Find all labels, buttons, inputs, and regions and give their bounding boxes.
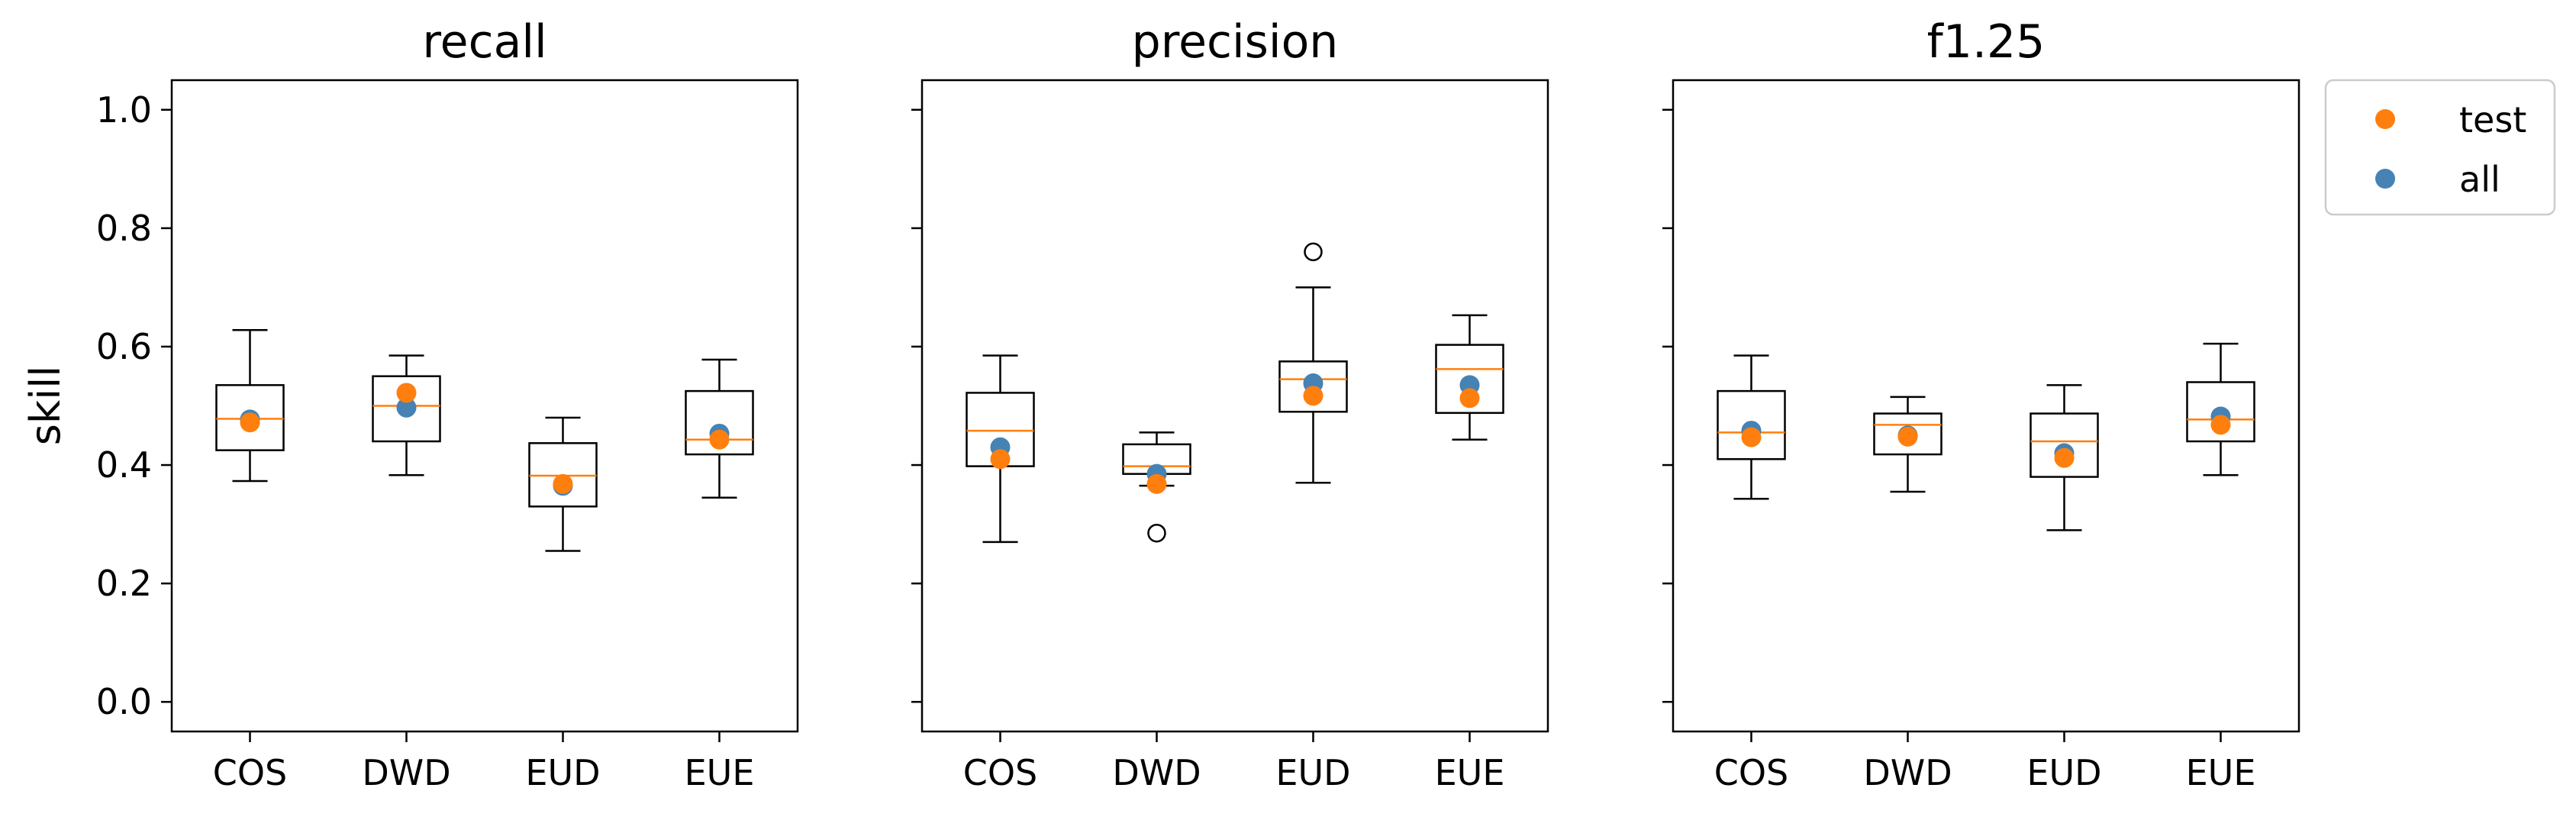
box-COS	[1717, 354, 1786, 500]
iqr-box	[2030, 412, 2099, 478]
x-tick-label: DWD	[362, 752, 450, 793]
box-EUE	[1435, 314, 1504, 441]
test-point	[2210, 415, 2231, 435]
y-tick-label: 1.0	[96, 89, 152, 131]
iqr-box	[685, 389, 754, 456]
panel-title: precision	[1132, 15, 1339, 69]
box-COS	[966, 354, 1035, 544]
x-tick-label: DWD	[1112, 752, 1201, 793]
y-tick-label: 0.8	[96, 208, 152, 249]
x-tick-label: EUD	[2026, 752, 2101, 793]
panel-title: f1.25	[1927, 15, 2046, 69]
all-point	[396, 397, 417, 418]
outlier-point	[1147, 523, 1166, 543]
iqr-box	[1717, 389, 1786, 460]
test-point	[1459, 388, 1480, 408]
y-axis-label: skill	[21, 366, 69, 445]
box-DWD	[1122, 431, 1191, 543]
legend-label: all	[2459, 159, 2500, 200]
panel-2: f1.25 COS DWD EUD EUE	[1662, 15, 2300, 793]
test-point	[1897, 426, 1918, 447]
x-tick-label: COS	[213, 752, 288, 793]
iqr-box	[1435, 344, 1504, 415]
test-point	[1741, 427, 1762, 447]
box-EUD	[1278, 242, 1348, 484]
x-tick-label: EUD	[525, 752, 600, 793]
legend-marker	[2375, 109, 2395, 129]
box-EUD	[2030, 384, 2099, 531]
legend-entry-all: all	[2375, 159, 2500, 200]
test-point	[990, 449, 1011, 470]
test-point	[240, 412, 260, 433]
legend-marker	[2375, 169, 2395, 189]
x-tick-label: COS	[963, 752, 1038, 793]
y-tick-label: 0.6	[96, 326, 152, 367]
iqr-box	[2186, 381, 2255, 443]
legend-entry-test: test	[2375, 99, 2526, 140]
y-tick-label: 0.2	[96, 563, 152, 604]
test-point	[396, 383, 417, 403]
iqr-box	[1278, 360, 1348, 413]
test-point	[1146, 473, 1167, 494]
test-point	[2054, 447, 2075, 468]
panel-title: recall	[422, 15, 546, 69]
x-tick-label: DWD	[1863, 752, 1952, 793]
test-point	[1303, 386, 1323, 406]
iqr-box	[215, 384, 285, 451]
box-DWD	[1873, 396, 1942, 493]
iqr-box	[1873, 412, 1942, 456]
box-DWD	[372, 354, 441, 476]
test-point	[553, 473, 573, 494]
axes-frame	[1672, 79, 2300, 733]
box-EUE	[685, 358, 754, 499]
x-tick-label: EUD	[1275, 752, 1350, 793]
outlier-point	[1304, 242, 1323, 262]
x-tick-label: COS	[1714, 752, 1789, 793]
x-tick-label: EUE	[685, 752, 755, 793]
panel-1: precision COS DWD EUD EUE	[911, 15, 1549, 793]
x-tick-label: EUE	[2186, 752, 2256, 793]
legend-label: test	[2459, 99, 2526, 140]
box-EUE	[2186, 342, 2255, 476]
axes-frame	[170, 79, 799, 733]
x-tick-label: EUE	[1435, 752, 1505, 793]
box-EUD	[528, 416, 598, 552]
legend: test all	[2324, 79, 2556, 216]
box-COS	[215, 328, 285, 483]
iqr-box	[372, 375, 441, 443]
test-point	[709, 429, 730, 450]
axes-frame	[920, 79, 1549, 733]
panel-0: recall 0.0 0.2 0.4 0.6 0.8 1.0 COS DWD EUD EUE	[96, 15, 799, 793]
y-tick-label: 0.0	[96, 681, 152, 722]
y-tick-label: 0.4	[96, 444, 152, 486]
